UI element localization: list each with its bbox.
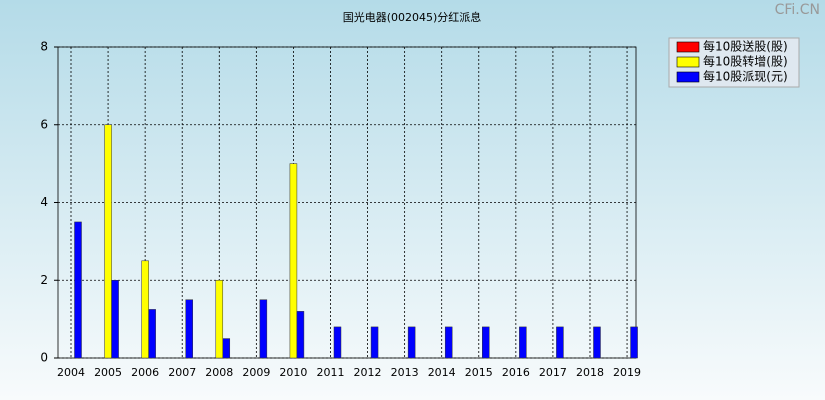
bar (259, 299, 268, 359)
bar (333, 326, 342, 359)
x-tick-label: 2015 (465, 366, 493, 379)
bar (222, 338, 231, 359)
x-tick-label: 2018 (576, 366, 604, 379)
bar (215, 280, 224, 359)
chart-title: 国光电器(002045)分红派息 (343, 10, 482, 24)
bar (185, 299, 193, 359)
x-tick-label: 2010 (279, 366, 307, 379)
x-tick-label: 2008 (205, 366, 233, 379)
legend-label: 每10股送股(股) (703, 39, 788, 54)
x-tick-label: 2005 (94, 366, 122, 379)
x-tick-label: 2004 (57, 366, 85, 379)
watermark: CFi.CN (775, 2, 820, 18)
bar (141, 260, 149, 359)
x-tick-label: 2007 (168, 366, 196, 379)
legend-swatch (676, 56, 700, 68)
y-tick-label: 8 (40, 40, 48, 54)
y-tick-label: 0 (40, 351, 48, 365)
x-tick-label: 2017 (539, 366, 567, 379)
legend-label: 每10股派现(元) (703, 69, 788, 84)
bar (630, 326, 638, 359)
y-tick-label: 2 (40, 273, 48, 287)
bar (482, 326, 490, 359)
bar (370, 326, 379, 359)
bar (104, 124, 112, 359)
bar (111, 280, 119, 359)
x-tick-label: 2011 (316, 366, 344, 379)
legend-swatch (676, 41, 700, 53)
bar (289, 163, 298, 359)
x-tick-label: 2006 (131, 366, 159, 379)
y-tick-label: 6 (40, 117, 48, 131)
bar (296, 311, 305, 359)
bar (148, 309, 156, 359)
bar (407, 326, 416, 359)
bar (519, 326, 527, 359)
bar (593, 326, 601, 359)
bar (74, 221, 82, 359)
x-tick-label: 2012 (354, 366, 382, 379)
x-tick-label: 2016 (502, 366, 530, 379)
x-tick-label: 2019 (613, 366, 641, 379)
legend-swatch (676, 71, 700, 83)
x-tick-label: 2009 (242, 366, 270, 379)
bar (444, 326, 453, 359)
bar (556, 326, 564, 359)
y-tick-label: 4 (40, 195, 48, 209)
legend-label: 每10股转增(股) (703, 54, 788, 69)
x-tick-label: 2014 (428, 366, 456, 379)
x-tick-label: 2013 (391, 366, 419, 379)
